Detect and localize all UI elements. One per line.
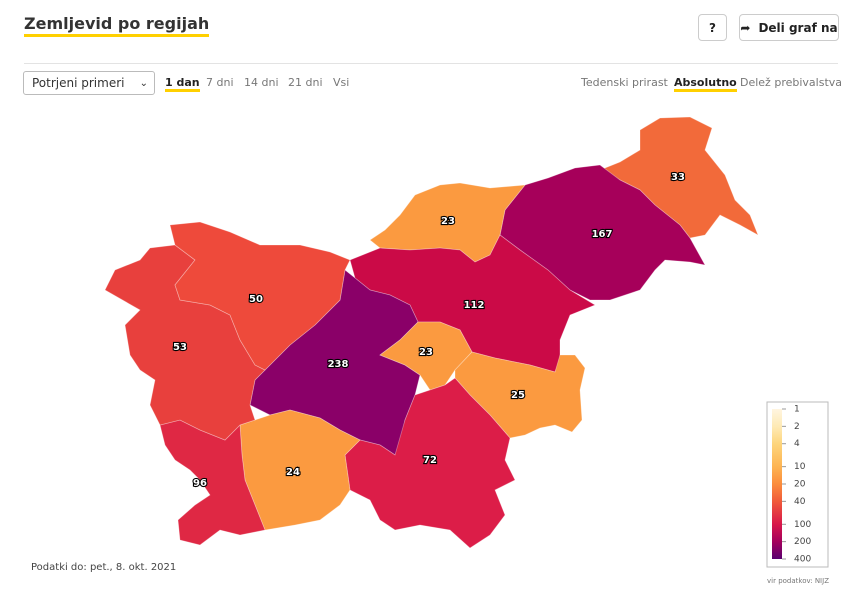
region-value-label: 112 <box>464 300 485 311</box>
legend-tick-label: 10 <box>794 462 806 472</box>
region-value-label: 33 <box>671 172 685 183</box>
tab[interactable]: Absolutno <box>674 76 737 92</box>
region-value-label: 238 <box>328 359 349 370</box>
legend-tick-label: 2 <box>794 422 800 432</box>
region <box>239 409 361 531</box>
region-value-label: 53 <box>173 342 187 353</box>
source-note: vir podatkov: NIJZ <box>767 577 829 585</box>
share-icon: ➦ <box>740 20 751 35</box>
region-value-label: 96 <box>193 478 207 489</box>
legend-bar <box>772 409 782 559</box>
tab[interactable]: Tedenski prirast <box>581 76 668 89</box>
region-value-label: 23 <box>441 216 455 227</box>
region-value-label: 50 <box>249 294 263 305</box>
divider <box>24 63 838 64</box>
region-value-label: 24 <box>286 467 300 478</box>
region-value-label: 72 <box>423 455 437 466</box>
legend-tick-label: 40 <box>794 497 806 507</box>
dropdown-label: Potrjeni primeri <box>32 76 125 90</box>
legend-tick-label: 100 <box>794 520 811 530</box>
region-value-label: 23 <box>419 347 433 358</box>
legend-tick-label: 400 <box>794 555 811 565</box>
tab[interactable]: Delež prebivalstva <box>740 76 843 89</box>
title: Zemljevid po regijah <box>24 14 210 37</box>
region-value-label: 167 <box>592 229 613 240</box>
share-label: Deli graf na <box>758 20 838 35</box>
region <box>169 221 351 371</box>
dropdown[interactable]: Potrjeni primeri ⌄ <box>23 71 155 95</box>
region-value-label: 25 <box>511 390 525 401</box>
dropdown-arrow: ⌄ <box>139 77 148 89</box>
updated-note: Podatki do: pet., 8. okt. 2021 <box>31 562 177 573</box>
help-button[interactable]: ? <box>698 14 727 41</box>
legend-tick-label: 4 <box>794 439 800 449</box>
share-button[interactable]: ➦ Deli graf na <box>739 14 839 41</box>
tab[interactable]: 7 dni <box>206 76 234 89</box>
legend-tick-label: 20 <box>794 480 806 490</box>
tab[interactable]: 21 dni <box>288 76 323 89</box>
tab[interactable]: Vsi <box>333 76 350 89</box>
legend-tick-label: 1 <box>794 405 800 415</box>
tab[interactable]: 14 dni <box>244 76 279 89</box>
legend-tick-label: 200 <box>794 537 811 547</box>
tab[interactable]: 1 dan <box>165 76 200 92</box>
